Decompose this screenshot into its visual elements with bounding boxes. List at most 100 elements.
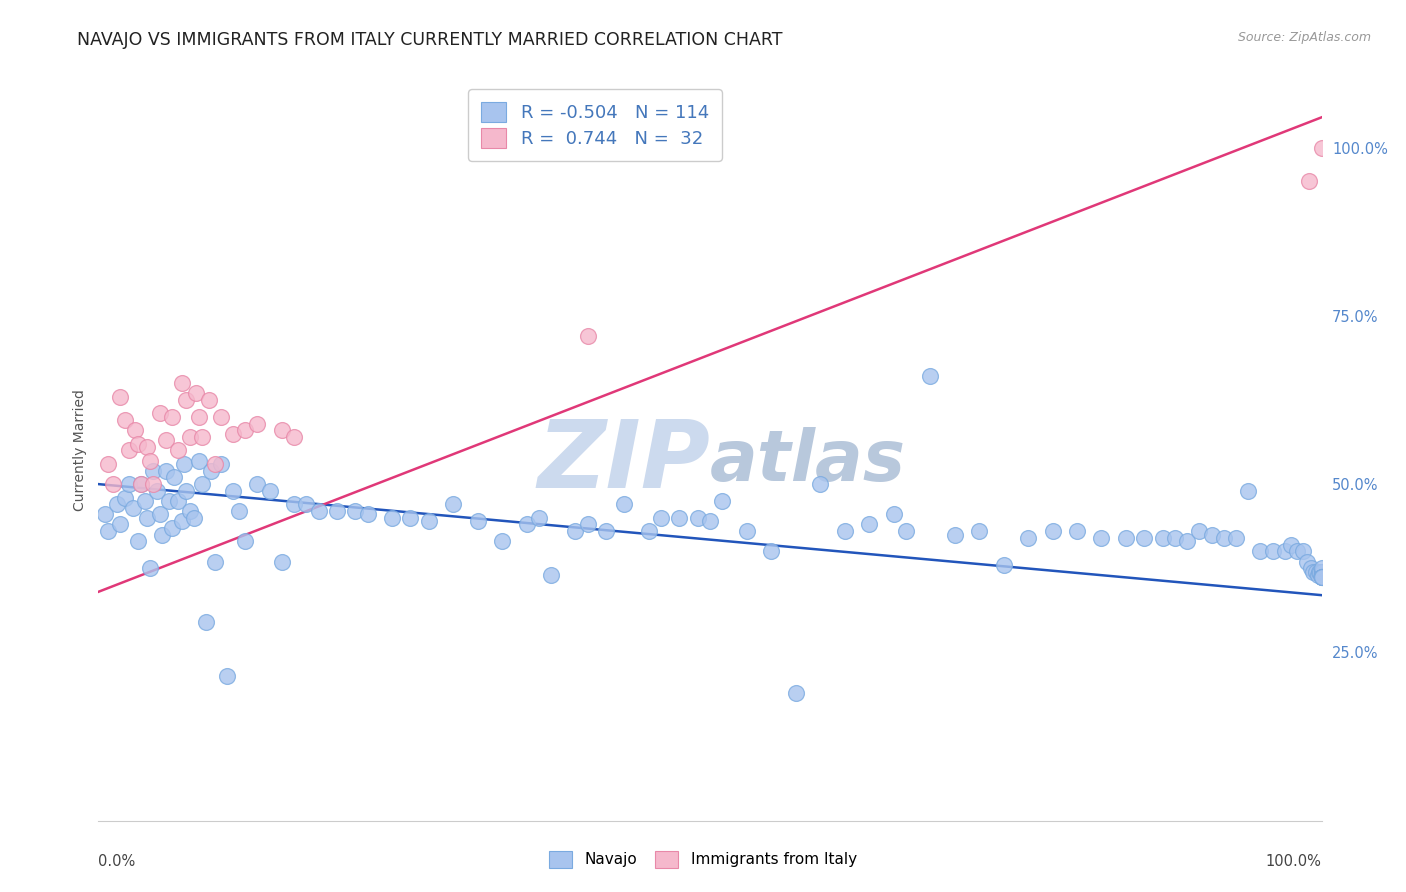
Point — [613, 497, 636, 511]
Point — [204, 555, 226, 569]
Point — [136, 440, 159, 454]
Text: NAVAJO VS IMMIGRANTS FROM ITALY CURRENTLY MARRIED CORRELATION CHART: NAVAJO VS IMMIGRANTS FROM ITALY CURRENTL… — [77, 31, 783, 49]
Point — [1305, 565, 1327, 579]
Point — [637, 524, 661, 539]
Point — [155, 434, 177, 448]
Point — [139, 453, 162, 467]
Point — [105, 497, 128, 511]
Point — [270, 423, 294, 437]
Point — [1261, 544, 1284, 558]
Legend: R = -0.504   N = 114, R =  0.744   N =  32: R = -0.504 N = 114, R = 0.744 N = 32 — [468, 89, 721, 161]
Point — [233, 423, 256, 437]
Y-axis label: Currently Married: Currently Married — [73, 390, 87, 511]
Point — [686, 510, 709, 524]
Point — [163, 470, 186, 484]
Point — [1310, 561, 1333, 575]
Point — [1310, 140, 1333, 154]
Point — [1296, 555, 1319, 569]
Point — [176, 483, 198, 498]
Point — [399, 510, 422, 524]
Point — [136, 510, 159, 524]
Point — [491, 534, 513, 549]
Point — [187, 409, 209, 424]
Point — [197, 392, 219, 407]
Point — [110, 517, 132, 532]
Point — [1298, 174, 1320, 188]
Point — [650, 510, 672, 524]
Point — [228, 504, 250, 518]
Point — [246, 477, 269, 491]
Point — [97, 457, 120, 471]
Point — [735, 524, 758, 539]
Point — [308, 504, 330, 518]
Point — [1306, 568, 1329, 582]
Text: 0.0%: 0.0% — [98, 854, 135, 869]
Point — [118, 477, 141, 491]
Point — [127, 436, 149, 450]
Point — [834, 524, 856, 539]
Point — [1249, 544, 1271, 558]
Point — [295, 497, 318, 511]
Point — [344, 504, 367, 518]
Point — [179, 504, 201, 518]
Point — [129, 477, 152, 491]
Point — [93, 508, 115, 522]
Point — [1237, 483, 1260, 498]
Point — [146, 483, 169, 498]
Point — [233, 534, 256, 549]
Point — [127, 534, 149, 549]
Point — [1310, 570, 1333, 584]
Point — [1286, 544, 1309, 558]
Point — [920, 369, 942, 384]
Point — [114, 491, 136, 505]
Point — [270, 555, 294, 569]
Point — [1299, 561, 1322, 575]
Point — [121, 500, 143, 515]
Point — [195, 615, 218, 629]
Point — [283, 497, 305, 511]
Point — [595, 524, 617, 539]
Point — [1310, 565, 1333, 579]
Point — [1302, 565, 1324, 579]
Point — [176, 392, 198, 407]
Point — [467, 514, 489, 528]
Point — [527, 510, 550, 524]
Point — [191, 430, 214, 444]
Point — [157, 494, 180, 508]
Point — [1274, 544, 1296, 558]
Point — [179, 430, 201, 444]
Point — [134, 494, 156, 508]
Point — [186, 386, 208, 401]
Point — [967, 524, 990, 539]
Point — [883, 508, 905, 522]
Point — [1017, 531, 1039, 545]
Point — [785, 686, 807, 700]
Point — [167, 494, 190, 508]
Point — [110, 390, 132, 404]
Point — [711, 494, 734, 508]
Point — [1310, 570, 1333, 584]
Point — [1152, 531, 1174, 545]
Point — [118, 443, 141, 458]
Text: 100.0%: 100.0% — [1265, 854, 1322, 869]
Point — [699, 514, 721, 528]
Point — [1212, 531, 1234, 545]
Point — [204, 457, 226, 471]
Point — [1292, 544, 1315, 558]
Point — [149, 407, 172, 421]
Text: ZIP: ZIP — [537, 416, 710, 508]
Point — [564, 524, 586, 539]
Point — [1309, 565, 1331, 579]
Point — [356, 508, 378, 522]
Point — [215, 669, 238, 683]
Point — [894, 524, 917, 539]
Point — [326, 504, 349, 518]
Point — [160, 409, 183, 424]
Point — [943, 527, 966, 541]
Point — [1310, 570, 1333, 584]
Point — [97, 524, 120, 539]
Point — [222, 426, 245, 441]
Point — [540, 568, 562, 582]
Point — [139, 561, 162, 575]
Point — [246, 417, 269, 431]
